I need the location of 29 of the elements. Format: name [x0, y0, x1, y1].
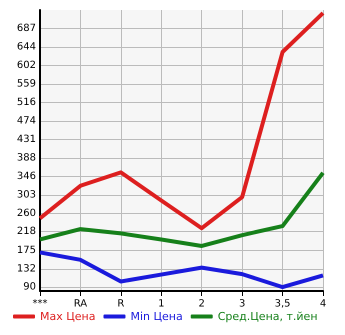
x-tick-label: 3,5: [274, 298, 291, 310]
y-tick-label: 687: [16, 23, 36, 34]
x-tick-label: ***: [32, 298, 48, 310]
y-tick-label: 516: [16, 97, 36, 108]
x-tick-label: 1: [158, 298, 164, 310]
y-tick-label: 303: [16, 189, 36, 200]
y-tick-label: 474: [16, 115, 36, 126]
y-tick-label: 175: [16, 244, 36, 256]
y-tick-label: 218: [16, 226, 36, 238]
x-tick-label: R: [117, 298, 124, 310]
legend-label: Max Цена: [40, 310, 96, 323]
x-tick-label: RA: [74, 298, 88, 310]
y-tick-label: 132: [16, 263, 36, 274]
y-tick-label: 346: [16, 170, 36, 182]
legend-label: Min Цена: [130, 310, 183, 323]
x-tick-label: 4: [320, 298, 326, 310]
y-tick-label: 260: [16, 208, 36, 219]
line-series: [38, 250, 325, 290]
y-tick-label: 388: [16, 152, 36, 164]
line-series: [38, 170, 325, 248]
y-tick-label: 644: [16, 42, 36, 53]
y-tick-label: 559: [16, 78, 36, 90]
y-tick-label: 90: [23, 282, 36, 293]
y-tick-label: 431: [16, 134, 36, 145]
y-tick-label: 602: [16, 60, 36, 71]
line-series: [38, 11, 325, 230]
x-tick-label: 3: [238, 298, 246, 310]
legend-label: Сред.Цена, т.йен: [218, 310, 318, 323]
x-tick-label: 2: [198, 298, 205, 310]
